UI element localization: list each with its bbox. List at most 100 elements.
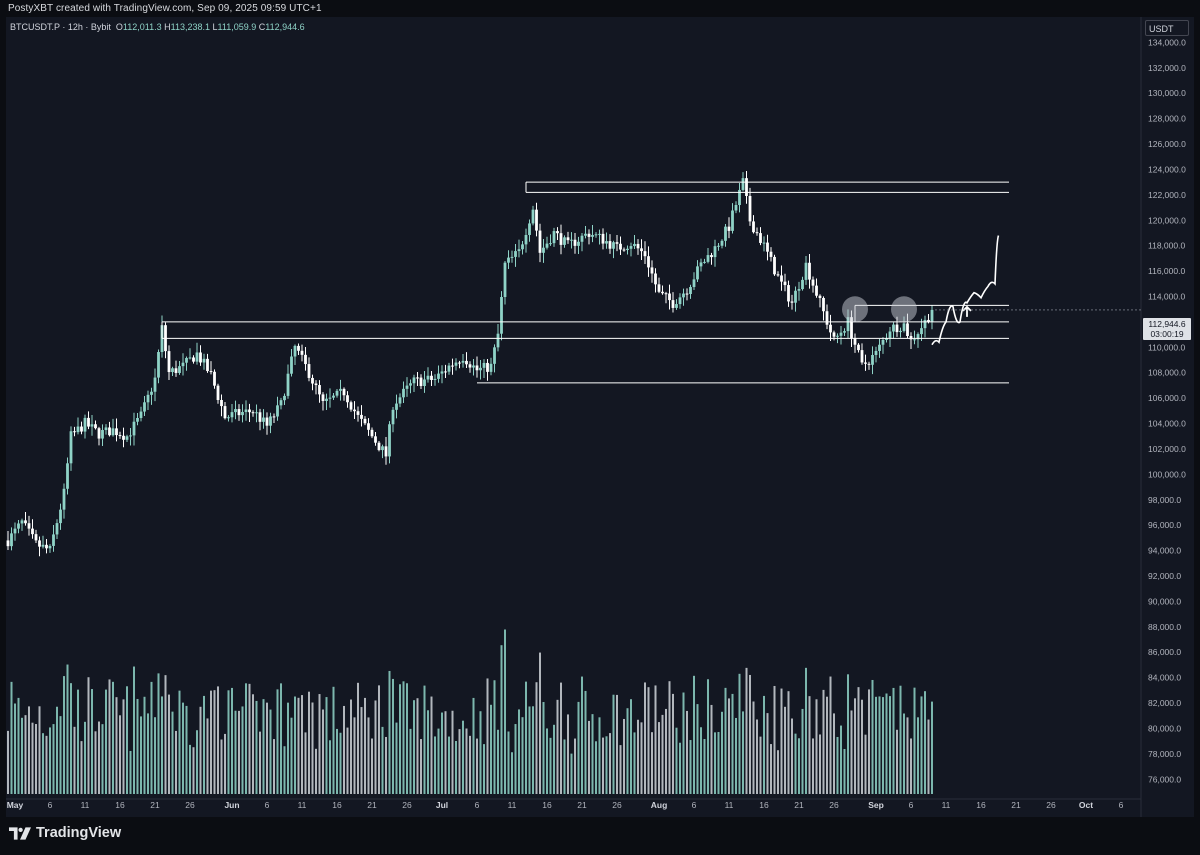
time-tick-label: 16 — [115, 800, 125, 810]
candle-body — [521, 244, 524, 250]
volume-bar — [829, 676, 832, 794]
candle-body — [780, 275, 783, 282]
candle-body — [678, 297, 682, 305]
candle-body — [920, 328, 923, 335]
volume-bar — [483, 744, 485, 794]
price-tick-label: 122,000.0 — [1148, 190, 1186, 200]
volume-bar — [224, 733, 226, 794]
candle-body — [59, 509, 62, 524]
candle-body — [132, 421, 136, 436]
candle-body — [20, 520, 24, 524]
candle-body — [454, 362, 458, 366]
volume-bar — [451, 710, 454, 794]
volume-bar — [745, 667, 748, 794]
price-tick-label: 100,000.0 — [1148, 469, 1186, 479]
volume-bar — [266, 702, 268, 794]
time-tick-label: Jun — [224, 800, 239, 810]
volume-bar — [899, 685, 902, 794]
volume-bar — [140, 716, 142, 794]
candle-body — [829, 324, 832, 333]
volume-bar — [14, 703, 16, 794]
volume-bar — [539, 652, 541, 794]
candle-body — [405, 385, 409, 389]
volume-bar — [728, 698, 730, 794]
volume-bar — [357, 682, 359, 794]
volume-bar — [101, 724, 104, 794]
currency-button[interactable]: USDT — [1145, 20, 1189, 36]
candle-body — [276, 405, 279, 417]
candle-body — [703, 261, 706, 263]
candle-body — [377, 442, 381, 451]
price-tick-label: 124,000.0 — [1148, 164, 1186, 174]
time-tick-label: 6 — [909, 800, 914, 810]
price-tick-label: 104,000.0 — [1148, 419, 1186, 429]
tradingview-logo[interactable]: TradingView — [9, 825, 121, 841]
volume-bar — [294, 696, 296, 794]
chart-panel[interactable]: 76,000.0 78,000.0 80,000.0 82,000.0 84,000.0… — [6, 17, 1194, 817]
volume-bar — [563, 739, 566, 794]
volume-bar — [66, 664, 69, 794]
candle-body — [69, 431, 73, 464]
candle-body — [591, 234, 594, 237]
volume-bar — [493, 680, 496, 794]
volume-bar — [329, 740, 331, 794]
candle-body — [409, 383, 412, 386]
volume-bar — [196, 730, 198, 794]
time-tick-label: 26 — [402, 800, 412, 810]
candle-body — [769, 251, 773, 257]
time-tick-label: Oct — [1079, 800, 1093, 810]
volume-bar — [220, 739, 223, 794]
candle-body — [587, 233, 591, 237]
volume-bar — [297, 697, 300, 794]
candle-body — [262, 417, 265, 422]
volume-bar — [38, 706, 41, 794]
volume-bar — [514, 724, 517, 794]
candle-body — [832, 332, 836, 337]
candle-body — [843, 331, 846, 333]
symbol-name: BTCUSDT.P · 12h · Bybit — [10, 22, 111, 32]
candle-body — [731, 210, 734, 231]
price-chart[interactable]: 76,000.0 78,000.0 80,000.0 82,000.0 84,000.0… — [6, 17, 1194, 817]
volume-bar — [346, 727, 349, 794]
price-tick-label: 126,000.0 — [1148, 139, 1186, 149]
volume-bar — [7, 730, 9, 794]
volume-bar — [17, 697, 20, 794]
candle-body — [776, 274, 780, 276]
candle-body — [458, 362, 461, 364]
candle-body — [535, 209, 538, 231]
time-tick-label: 11 — [725, 800, 734, 810]
candle-body — [388, 424, 391, 457]
volume-bar — [833, 713, 835, 794]
volume-bar — [532, 706, 534, 794]
volume-bar — [458, 729, 461, 794]
volume-bar — [889, 696, 891, 794]
candle-body — [717, 245, 720, 247]
candle-body — [41, 544, 45, 547]
volume-bar — [857, 687, 860, 794]
volume-bar — [84, 721, 86, 794]
volume-bar — [714, 732, 716, 794]
candle-body — [689, 287, 692, 295]
candle-body — [227, 417, 230, 419]
volume-bar — [273, 739, 275, 794]
candle-body — [584, 233, 587, 236]
candle-body — [794, 290, 797, 303]
time-tick-label: 26 — [185, 800, 195, 810]
candle-body — [815, 285, 818, 296]
volume-bar — [784, 706, 786, 794]
volume-bar — [434, 736, 436, 794]
candle-body — [31, 528, 34, 535]
highlight-circle — [891, 296, 917, 323]
volume-bar — [395, 722, 398, 794]
time-tick-label: 16 — [542, 800, 552, 810]
candle-body — [696, 266, 699, 280]
volume-bar — [581, 676, 583, 794]
price-tick-label: 106,000.0 — [1148, 393, 1186, 403]
volume-bar — [175, 730, 177, 794]
volume-bar — [875, 696, 877, 794]
candle-body — [741, 178, 745, 190]
volume-bar — [696, 704, 699, 794]
candle-body — [111, 428, 115, 436]
volume-bar — [672, 693, 674, 794]
candle-body — [472, 365, 475, 368]
